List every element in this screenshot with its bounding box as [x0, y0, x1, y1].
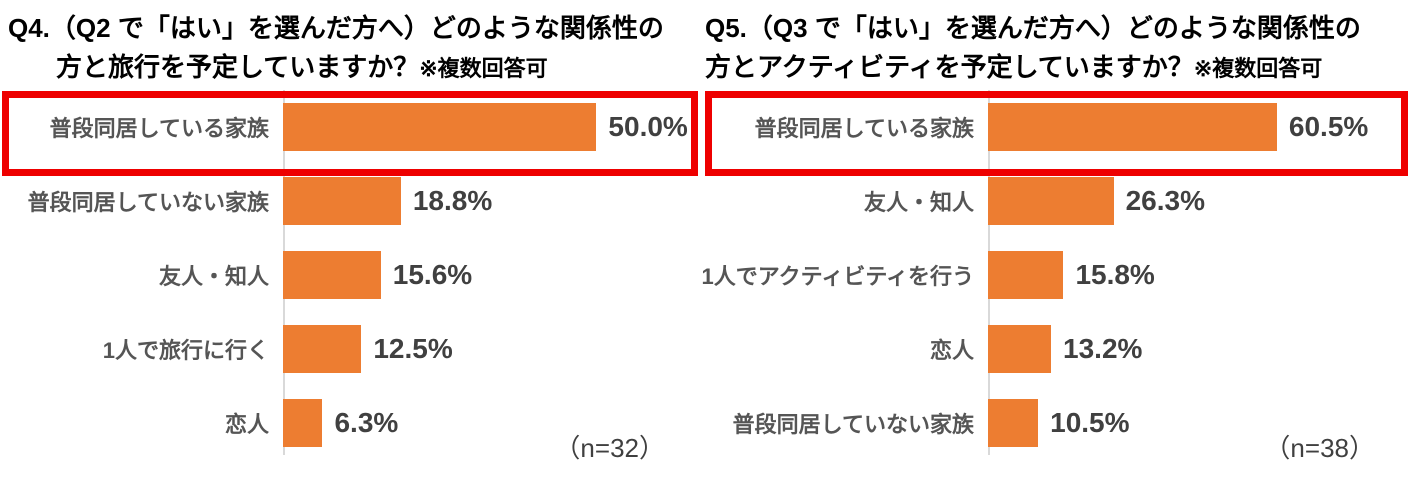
chart-q4-title-note: ※複数回答可: [419, 56, 548, 81]
value-label: 15.8%: [1075, 259, 1155, 290]
chart-q5-title-line2-text: 方とアクティビティを予定していますか？: [705, 52, 1194, 82]
chart-q4: Q4.（Q2 で「はい」を選んだ方へ）どのような関係性の 方と旅行を予定していま…: [0, 0, 703, 477]
bar: [283, 177, 401, 225]
bar-row: 恋人 13.2%: [703, 312, 1413, 386]
value-label: 13.2%: [1063, 333, 1143, 364]
value-label: 6.3%: [334, 407, 399, 438]
value-label: 12.5%: [373, 333, 453, 364]
bar-row: 友人・知人 26.3%: [703, 164, 1413, 238]
bar: [283, 325, 362, 373]
bar: [283, 251, 381, 299]
category-label: 恋人: [224, 412, 269, 437]
bar-track: 13.2%: [988, 325, 1413, 373]
chart-q4-title: Q4.（Q2 で「はい」を選んだ方へ）どのような関係性の 方と旅行を予定していま…: [0, 0, 703, 88]
chart-q5-title-line1: Q5.（Q3 で「はい」を選んだ方へ）どのような関係性の: [705, 13, 1361, 43]
category-label: 普段同居している家族: [49, 116, 269, 141]
sample-size-label: （n=38）: [1264, 433, 1375, 463]
chart-q5-plot-area: 普段同居している家族 60.5% 友人・知人 26.3% 1人でアクティビティを…: [701, 90, 1413, 465]
category-label: 普段同居している家族: [754, 116, 974, 141]
bar-track: 26.3%: [988, 177, 1413, 225]
bar: [283, 399, 323, 447]
chart-q5-title-line2: 方とアクティビティを予定していますか？※複数回答可: [703, 48, 1413, 88]
value-label: 10.5%: [1050, 407, 1130, 438]
category-label: 普段同居していない家族: [732, 412, 974, 437]
bar-track: 50.0%: [283, 103, 703, 151]
bar-row: 1人で旅行に行く 12.5%: [0, 312, 703, 386]
chart-q4-title-line2: 方と旅行を予定していますか？※複数回答可: [0, 48, 703, 88]
bar: [988, 103, 1277, 151]
chart-q4-plot-area: 普段同居している家族 50.0% 普段同居していない家族 18.8% 友人・知人…: [0, 90, 703, 465]
chart-q5: Q5.（Q3 で「はい」を選んだ方へ）どのような関係性の 方とアクティビティを予…: [701, 0, 1413, 477]
bar: [988, 177, 1114, 225]
bar-row-highlighted: 普段同居している家族 60.5%: [703, 90, 1413, 176]
value-label: 15.6%: [392, 259, 473, 290]
bar-track: 15.8%: [988, 251, 1413, 299]
value-label: 26.3%: [1125, 185, 1205, 216]
category-label: 友人・知人: [863, 190, 974, 215]
category-label: 1人でアクティビティを行う: [701, 264, 975, 289]
bar-track: 10.5%: [988, 399, 1413, 447]
bar: [283, 103, 597, 151]
bar-track: 15.6%: [283, 251, 703, 299]
bar: [988, 251, 1064, 299]
bar-row: 普段同居していない家族 18.8%: [0, 164, 703, 238]
value-label: 50.0%: [608, 111, 688, 142]
bar: [988, 325, 1052, 373]
bar-row-highlighted: 普段同居している家族 50.0%: [0, 90, 703, 176]
bar: [988, 399, 1039, 447]
sample-size-label: （n=32）: [554, 433, 665, 463]
chart-q4-title-line2-text: 方と旅行を予定していますか？: [56, 52, 420, 82]
category-label: 友人・知人: [158, 264, 269, 289]
bar-row: 友人・知人 15.6%: [0, 238, 703, 312]
bar-track: 12.5%: [283, 325, 703, 373]
value-label: 18.8%: [412, 185, 493, 216]
bar-row: 普段同居していない家族 10.5%: [703, 386, 1413, 460]
chart-q4-title-line1: Q4.（Q2 で「はい」を選んだ方へ）どのような関係性の: [8, 13, 664, 43]
bar-track: 6.3%: [283, 399, 703, 447]
chart-q5-title: Q5.（Q3 で「はい」を選んだ方へ）どのような関係性の 方とアクティビティを予…: [703, 0, 1413, 88]
category-label: 恋人: [929, 338, 974, 363]
bar-row: 恋人 6.3%: [0, 386, 703, 460]
category-label: 普段同居していない家族: [27, 190, 269, 215]
value-label: 60.5%: [1288, 111, 1369, 142]
category-label: 1人で旅行に行く: [102, 338, 269, 363]
bar-track: 60.5%: [988, 103, 1413, 151]
chart-q5-title-note: ※複数回答可: [1193, 56, 1323, 81]
bar-row: 1人でアクティビティを行う 15.8%: [701, 238, 1413, 312]
bar-track: 18.8%: [283, 177, 703, 225]
